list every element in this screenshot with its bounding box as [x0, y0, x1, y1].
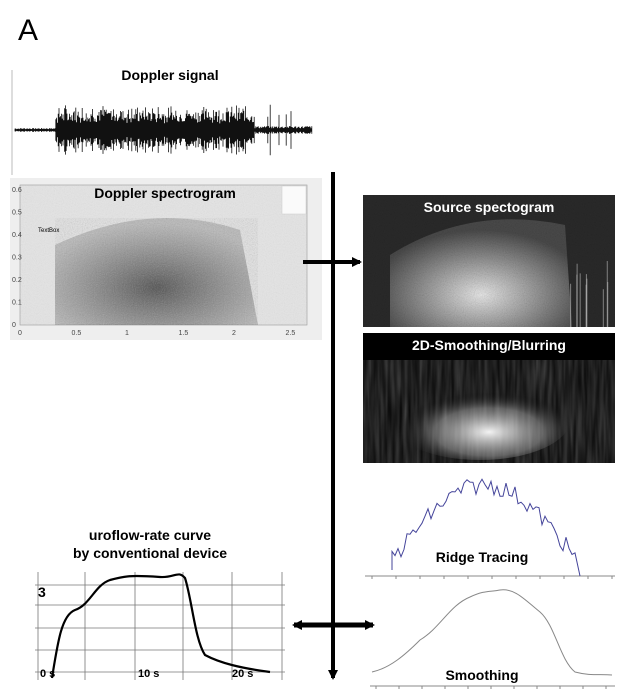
x-tick-label: 0: [18, 330, 22, 337]
x-tick-label: 1.5: [179, 330, 189, 337]
y-tick-label: 0.4: [12, 232, 22, 239]
uroflow-x-label: 10 s: [138, 668, 159, 680]
uroflow-title: uroflow-rate curve: [89, 527, 211, 543]
y-tick-label: 0.5: [12, 210, 22, 217]
y-tick-label: 0.1: [12, 300, 22, 307]
uroflow-x-label: 20 s: [232, 668, 253, 680]
uroflow-y-label: 3: [38, 584, 46, 600]
uroflow-curve: [50, 573, 271, 679]
source-streaks: [570, 261, 609, 327]
waveform: [14, 104, 313, 156]
source-texture: [363, 195, 615, 327]
source-spectrogram-title: Source spectogram: [424, 199, 555, 215]
uroflow-title: by conventional device: [73, 545, 227, 561]
blur-energy: [390, 380, 570, 460]
x-tick-label: 2: [232, 330, 236, 337]
smoothed-curve: [371, 589, 613, 676]
x-tick-label: 1: [125, 330, 129, 337]
doppler-waveform: [14, 104, 313, 156]
x-tick-label: 2.5: [286, 330, 296, 337]
smoothing-2d-title: 2D-Smoothing/Blurring: [412, 337, 566, 353]
uroflow-grid: [35, 572, 285, 680]
doppler-signal-title: Doppler signal: [121, 67, 218, 83]
spectrogram-texture: [55, 218, 258, 325]
y-tick-label: 0.3: [12, 255, 22, 262]
ridge-tracing-title: Ridge Tracing: [436, 549, 529, 565]
doppler-spectrogram-title: Doppler spectrogram: [94, 185, 236, 201]
y-tick-label: 0.6: [12, 187, 22, 194]
ridge-trace: [391, 478, 581, 577]
x-tick-label: 0.5: [72, 330, 82, 337]
y-tick-label: 0.2: [12, 277, 22, 284]
uroflow-x-label: 0 s: [40, 668, 55, 680]
y-tick-label: 0: [12, 322, 16, 329]
legend-box: [281, 185, 307, 215]
text-box: TextBox: [38, 228, 59, 234]
panel-label: A: [18, 14, 38, 47]
spectrogram-ticks: 0.6 0.5 0.4 0.3 0.2 0.1 00 0.5 1 1.5 2 2.5: [12, 187, 295, 337]
smoothing-title: Smoothing: [445, 667, 518, 683]
